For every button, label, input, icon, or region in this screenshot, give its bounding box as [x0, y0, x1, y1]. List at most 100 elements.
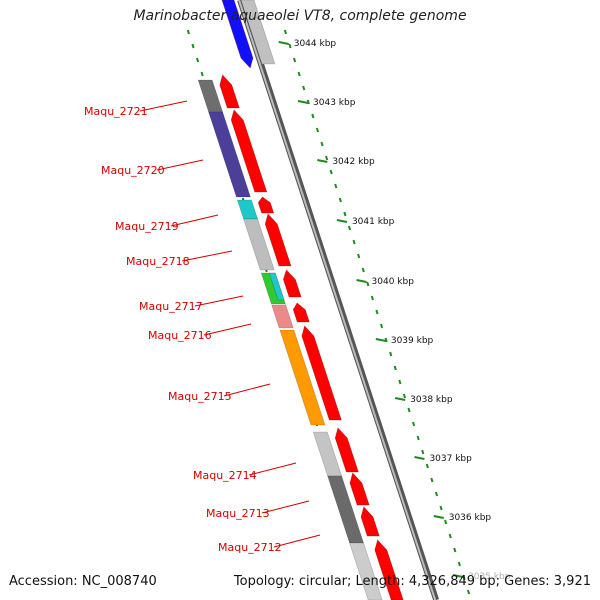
- forward-arrow: [219, 74, 240, 109]
- label-leader-line: [156, 159, 204, 171]
- map-title: Marinobacter aquaeolei VT8, complete gen…: [133, 8, 467, 24]
- backbone-highlight: [238, 0, 437, 600]
- label-leader-line: [261, 500, 310, 514]
- forward-arrow: [360, 506, 380, 537]
- guide-dot-right: [434, 491, 439, 497]
- gene-label-maqu-2713: Maqu_2713: [206, 507, 270, 520]
- gene-label-maqu-2719: Maqu_2719: [115, 220, 179, 233]
- guide-dot-right: [329, 169, 333, 175]
- gene-block-maqu-2712: [349, 542, 383, 600]
- gene-block-maqu-2719: [236, 199, 259, 220]
- feature-track: [197, 0, 404, 600]
- forward-arrow: [349, 472, 370, 506]
- label-leader-line: [223, 383, 271, 397]
- guide-dot-right: [288, 43, 292, 49]
- guide-dot-right: [412, 421, 416, 427]
- guide-dot-right: [375, 309, 379, 315]
- tick-label: 3043 kbp: [313, 98, 356, 108]
- ruler-tick: [297, 100, 309, 104]
- forward-arrow: [257, 196, 275, 214]
- gene-block-maqu-2716: [271, 304, 294, 329]
- guide-dot-right: [448, 533, 452, 539]
- guide-dot-right: [347, 225, 352, 231]
- gene-label-maqu-2720: Maqu_2720: [101, 164, 165, 177]
- gene-label-maqu-2716: Maqu_2716: [148, 329, 212, 342]
- forward-arrow: [334, 427, 359, 473]
- tick-label: 3035 kbp: [468, 572, 511, 582]
- guide-dot-right: [453, 547, 457, 553]
- guide-dot-right: [425, 463, 429, 469]
- tick-label: 3042 kbp: [332, 157, 375, 167]
- guide-dot-right: [416, 435, 420, 441]
- guide-dot-right: [343, 211, 347, 217]
- guide-dot-left: [186, 29, 190, 35]
- label-leader-line: [170, 214, 219, 227]
- gene-block-cyan-sub: [268, 272, 285, 301]
- guide-dot-right: [325, 155, 329, 161]
- ruler-tick: [433, 515, 444, 519]
- guide-dot-right: [297, 71, 301, 77]
- forward-arrow: [283, 269, 302, 298]
- label-leader-line: [194, 295, 244, 307]
- guide-dot-left: [191, 43, 195, 49]
- gene-block-maqu-2720: [208, 111, 251, 198]
- ruler-tick: [278, 41, 289, 45]
- guide-dot-right: [357, 253, 361, 259]
- tick-label: 3040 kbp: [372, 277, 415, 287]
- guide-dot-right: [338, 197, 342, 203]
- ruler-tick: [336, 219, 348, 223]
- gene-label-maqu-2712: Maqu_2712: [218, 541, 282, 554]
- feature-blue-arrow: [221, 0, 254, 69]
- label-leader-line: [139, 100, 188, 112]
- guide-dot-right: [334, 183, 338, 189]
- ruler-tick: [356, 279, 367, 283]
- tick-label: 3036 kbp: [449, 513, 492, 523]
- guide-dot-right: [293, 57, 297, 63]
- ruler-tick: [414, 456, 425, 460]
- accession-text: Accession: NC_008740: [9, 574, 157, 589]
- guide-dot-right: [315, 127, 320, 133]
- label-leader-line: [203, 323, 252, 336]
- guide-dot-right: [352, 239, 356, 245]
- guide-dot-right: [366, 281, 370, 287]
- guide-dot-right: [421, 449, 425, 455]
- guide-dot-right: [311, 113, 315, 119]
- ruler-tick: [452, 574, 464, 578]
- gene-label-maqu-2718: Maqu_2718: [126, 255, 190, 268]
- gene-label-maqu-2715: Maqu_2715: [168, 390, 232, 403]
- gene-labels: Maqu_2721 Maqu_2720 Maqu_2719 Maqu_2718 Maqu…: [84, 100, 321, 554]
- guide-dot-right: [379, 323, 384, 329]
- summary-text: Topology: circular; Length: 4,326,849 bp…: [233, 574, 591, 589]
- guide-dot-right: [302, 85, 306, 91]
- guide-dot-right: [384, 337, 388, 343]
- guide-dot-right: [361, 267, 365, 273]
- gene-label-maqu-2714: Maqu_2714: [193, 469, 257, 482]
- forward-arrow: [292, 302, 310, 323]
- guide-dot-left: [200, 71, 204, 77]
- guide-dot-right: [407, 407, 411, 413]
- gene-label-maqu-2721: Maqu_2721: [84, 105, 148, 118]
- tick-label: 3041 kbp: [352, 217, 395, 227]
- guide-dot-right: [393, 365, 397, 371]
- guide-dot-right: [439, 505, 443, 511]
- guide-dot-right: [320, 141, 324, 147]
- label-leader-line: [181, 250, 233, 262]
- gene-block-maqu-2718: [243, 218, 275, 271]
- forward-arrow: [230, 109, 268, 193]
- tick-label: 3039 kbp: [391, 336, 434, 346]
- ruler-tick: [317, 159, 328, 163]
- guide-dot-left: [196, 57, 200, 63]
- guide-dot-right: [444, 519, 448, 525]
- guide-dot-right: [283, 29, 287, 35]
- tick-label: 3044 kbp: [294, 39, 337, 49]
- forward-arrow: [264, 213, 292, 267]
- ruler-ticks: 3044 kbp 3043 kbp 3042 kbp 3041 kbp 3040 kbp…: [278, 39, 511, 582]
- feature-gray-block: [240, 0, 276, 65]
- forward-arrow: [301, 325, 342, 421]
- ruler-tick: [394, 397, 406, 401]
- backbone-track: [237, 0, 440, 600]
- gene-label-maqu-2717: Maqu_2717: [139, 300, 203, 313]
- gene-block-maqu-2715: [279, 329, 326, 426]
- guide-dot-right: [457, 561, 461, 567]
